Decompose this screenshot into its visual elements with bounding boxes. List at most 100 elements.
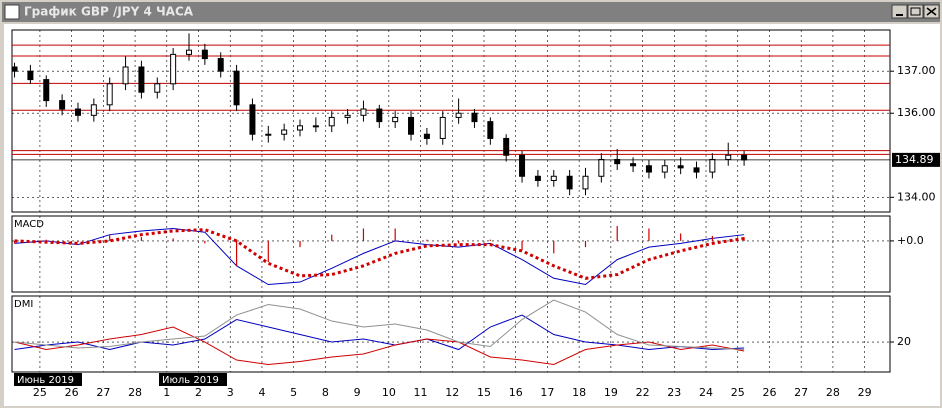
candle-body [233,70,240,106]
x-tick-label: 29 [858,386,872,399]
candle-body [154,83,161,93]
candle-body [138,66,145,93]
x-tick-label: 8 [322,386,329,399]
candle-body [281,129,288,135]
candle-body [709,158,716,173]
x-tick-label: 15 [477,386,491,399]
x-tick-label: 22 [636,386,650,399]
x-tick-label: 26 [65,386,79,399]
candle-body [217,58,224,72]
candle-body [201,49,208,60]
candle-body [741,154,748,161]
x-tick-label: 4 [258,386,265,399]
indicator-line [14,227,745,286]
maximize-button[interactable] [907,4,924,19]
indicator-line [14,299,745,351]
candle-body [677,165,684,169]
candle-body [74,108,81,116]
last-price-label: 134.89 [895,153,934,166]
x-tick-label: 18 [572,386,586,399]
indicator-line [14,326,745,366]
candle-body [439,116,446,139]
candle-body [487,121,494,139]
candle-body [106,83,113,106]
candle-body [471,112,478,123]
panel-frame [11,29,891,213]
x-tick-label: 3 [227,386,234,399]
candle-body [43,79,50,102]
candle-body [645,165,652,173]
candle-body [11,66,18,72]
last-price-box [892,152,940,167]
period-label: Июнь 2019 [17,375,74,386]
candle-body [725,154,732,160]
maximize-icon [910,7,921,16]
panel-title: MACD [14,219,44,230]
candle-body [582,175,589,190]
x-tick-label: 2 [195,386,202,399]
x-tick-label: 19 [604,386,618,399]
period-label: Июль 2019 [162,375,219,386]
candle-body [265,133,272,136]
x-tick-label: 24 [699,386,713,399]
indicator-line [14,228,745,280]
candle-body [598,158,605,177]
x-tick-label: 27 [794,386,808,399]
y-tick-label: 134.00 [897,190,936,203]
x-tick-label: 28 [826,386,840,399]
x-tick-label: 26 [762,386,776,399]
y-tick-label: +0.0 [897,234,924,247]
x-tick-label: 17 [540,386,554,399]
y-tick-label: 20 [897,335,911,348]
x-tick-label: 12 [445,386,459,399]
panel-frame [11,215,891,293]
app-icon [4,4,20,20]
candle-body [503,137,510,156]
candle-body [566,175,573,190]
x-tick-label: 1 [163,386,170,399]
x-tick-label: 11 [414,386,428,399]
candle-body [249,104,256,135]
candle-body [661,165,668,173]
x-tick-label: 25 [33,386,47,399]
window-title: График GBP /JPY 4 ЧАСА [24,5,194,19]
minimize-button[interactable] [891,4,908,19]
candle-body [614,158,621,165]
candle-body [185,49,192,55]
y-tick-label: 137.00 [897,64,936,77]
x-tick-label: 28 [128,386,142,399]
x-tick-label: 9 [354,386,361,399]
candle-body [170,53,177,85]
panel-title: DMI [14,299,33,310]
candle-body [423,133,430,139]
title-bar [2,2,940,22]
x-tick-label: 23 [667,386,681,399]
candle-body [122,66,129,85]
candle-body [27,70,34,81]
period-box [14,373,82,386]
candle-body [59,100,66,110]
x-tick-label: 25 [731,386,745,399]
candle-body [344,114,351,118]
candle-body [392,116,399,123]
panel-frame [11,295,891,373]
close-icon [926,7,937,16]
candle-body [519,154,526,177]
candle-body [312,125,319,128]
candle-body [360,108,367,116]
x-tick-label: 16 [509,386,523,399]
candle-body [376,108,383,123]
candle-body [693,167,700,173]
candle-body [455,112,462,118]
candle-body [550,175,557,181]
x-tick-label: 27 [96,386,110,399]
x-tick-label: 5 [290,386,297,399]
x-tick-label: 10 [382,386,396,399]
candle-body [90,104,97,116]
candle-body [408,116,415,135]
y-tick-label: 136.00 [897,106,936,119]
candle-body [297,125,304,131]
candle-body [534,175,541,181]
candle-body [630,163,637,167]
